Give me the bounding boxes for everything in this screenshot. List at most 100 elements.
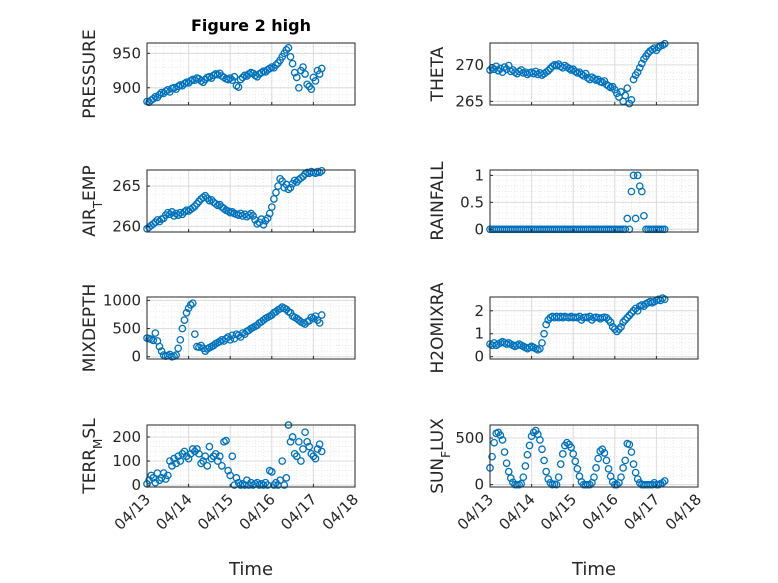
data-point	[292, 452, 301, 461]
data-point	[494, 66, 503, 75]
data-point	[625, 440, 634, 449]
data-point	[288, 433, 297, 441]
data-point	[228, 452, 237, 461]
data-point	[542, 467, 551, 476]
data-point	[640, 211, 648, 220]
data-point	[236, 75, 245, 84]
subplot-4: 0 0.5 1 RAINFALL	[428, 161, 699, 241]
data-point	[286, 52, 295, 61]
data-point	[629, 171, 638, 180]
data-point	[621, 456, 630, 465]
data-point	[205, 442, 214, 451]
data-point	[303, 80, 312, 89]
data-point	[317, 166, 326, 175]
data-point	[585, 480, 594, 489]
data-point	[617, 473, 625, 482]
axes-box	[489, 424, 699, 488]
data-point	[168, 208, 176, 216]
y-axis-label: TERRMSL	[80, 418, 105, 495]
data-point	[195, 343, 203, 352]
data-point	[272, 61, 280, 69]
data-point	[199, 193, 208, 202]
data-point	[222, 334, 230, 343]
data-point	[186, 301, 195, 309]
y-tick-label: 0.5	[460, 193, 484, 211]
data-point	[309, 314, 318, 323]
data-point	[180, 316, 189, 324]
data-point	[307, 85, 316, 94]
data-point	[594, 454, 603, 463]
data-point	[238, 73, 247, 82]
subplot-3: 260 265 AIRTEMP	[80, 165, 356, 237]
data-point	[176, 335, 185, 344]
data-point	[168, 462, 176, 470]
data-point	[282, 474, 291, 482]
data-point	[188, 203, 197, 212]
y-tick-label: 0	[474, 220, 484, 238]
data-point	[492, 62, 501, 71]
axes-background	[490, 170, 698, 232]
data-point	[170, 454, 178, 463]
data-point	[311, 77, 320, 85]
data-point	[660, 295, 669, 304]
y-axis-label: PRESSURE	[80, 29, 100, 118]
figure-title: Figure 2 high	[191, 16, 311, 35]
y-axis-label: MIXDEPTH	[80, 284, 100, 373]
data-point	[151, 478, 160, 487]
data-point	[218, 462, 226, 470]
data-point	[297, 174, 305, 182]
data-point	[496, 431, 505, 440]
data-point	[660, 39, 669, 48]
data-point	[186, 449, 195, 458]
data-point	[193, 445, 201, 453]
data-point	[280, 481, 289, 489]
data-point	[633, 475, 642, 483]
data-point	[299, 445, 307, 453]
data-point	[259, 220, 268, 229]
data-point	[284, 185, 293, 194]
data-point	[226, 74, 235, 82]
data-point	[540, 329, 548, 338]
data-point	[155, 90, 164, 99]
data-point	[606, 318, 615, 327]
data-point	[573, 464, 582, 473]
data-point	[297, 457, 305, 465]
data-point	[286, 437, 295, 446]
data-point	[540, 456, 548, 465]
data-point	[211, 199, 220, 208]
data-point	[163, 208, 172, 217]
data-point	[629, 460, 638, 469]
axes-box	[146, 42, 356, 106]
data-point	[180, 447, 189, 456]
data-point	[166, 457, 174, 465]
data-point	[222, 436, 230, 445]
data-point	[536, 436, 544, 444]
data-point	[598, 445, 607, 454]
data-point	[500, 63, 509, 71]
axes-background	[147, 425, 355, 487]
data-point	[155, 342, 164, 351]
data-point	[571, 457, 580, 466]
data-point	[203, 462, 212, 470]
data-point	[563, 438, 571, 447]
data-point	[149, 220, 158, 228]
data-point	[627, 96, 636, 104]
data-point	[629, 306, 638, 315]
subplot-1: 900 950 PRESSURE	[80, 29, 356, 119]
axes-background	[147, 43, 355, 105]
y-axis-label: H2OMIXRA	[428, 282, 448, 373]
data-point	[531, 426, 540, 435]
data-point	[521, 462, 530, 470]
data-point	[299, 63, 307, 71]
data-point	[556, 460, 565, 469]
data-point	[276, 476, 284, 485]
data-point	[569, 450, 578, 458]
data-point	[315, 319, 324, 327]
data-point	[180, 208, 189, 216]
data-point	[174, 452, 183, 461]
y-tick-label: 1	[474, 325, 484, 343]
y-axis-label: AIRTEMP	[80, 165, 105, 236]
data-point	[242, 476, 251, 485]
data-point	[226, 335, 235, 344]
